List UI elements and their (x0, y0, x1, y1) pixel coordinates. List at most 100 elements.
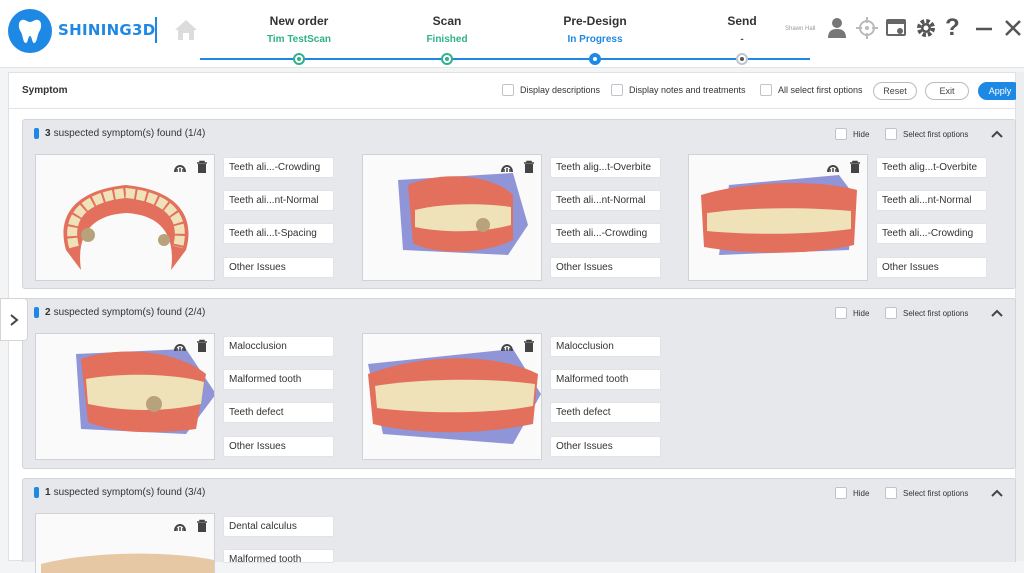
checkbox[interactable] (760, 84, 772, 96)
step-new-order[interactable]: New order Tim TestScan (229, 14, 369, 46)
checkbox[interactable] (885, 487, 897, 499)
group-label: suspected symptom(s) found (3/4) (53, 487, 206, 498)
checkbox[interactable] (835, 307, 847, 319)
step-pre-design[interactable]: Pre-Design In Progress (525, 14, 665, 46)
scan-thumbnail[interactable] (35, 154, 215, 281)
trash-icon[interactable] (195, 160, 209, 174)
scan-thumbnail[interactable] (35, 333, 215, 460)
logo-divider (155, 17, 157, 43)
symptom-tag[interactable]: Other Issues (223, 436, 334, 457)
symptom-tag[interactable]: Other Issues (550, 257, 661, 278)
symptom-tag[interactable]: Other Issues (223, 257, 334, 278)
minimize-icon[interactable] (974, 17, 994, 44)
symptom-tag[interactable]: Malocclusion (550, 336, 661, 357)
step-dot-new-order (293, 53, 305, 65)
crosshair-icon[interactable] (856, 17, 878, 44)
checkbox[interactable] (835, 487, 847, 499)
tray-icon[interactable] (173, 339, 187, 353)
screen-settings-icon[interactable] (885, 17, 907, 44)
symptom-count: 3 (45, 128, 51, 139)
select-first-option[interactable]: Select first options (885, 487, 968, 499)
hide-option[interactable]: Hide (835, 307, 869, 319)
gear-icon[interactable] (915, 17, 937, 44)
symptom-count: 1 (45, 487, 51, 498)
symptom-tag[interactable]: Teeth ali...-Crowding (550, 223, 661, 244)
symptom-tag[interactable]: Malformed tooth (550, 369, 661, 390)
dental-arch-image (63, 185, 189, 270)
trash-icon[interactable] (195, 519, 209, 533)
checkbox[interactable] (502, 84, 514, 96)
step-title: Send (727, 14, 757, 28)
symptom-tag[interactable]: Teeth alig...t-Overbite (876, 157, 987, 178)
checkbox[interactable] (885, 307, 897, 319)
symptom-tag[interactable]: Teeth defect (550, 402, 661, 423)
user-icon[interactable] (827, 17, 847, 44)
exit-button[interactable]: Exit (925, 82, 969, 100)
close-icon[interactable] (1003, 17, 1023, 44)
option-label: Hide (853, 488, 870, 498)
chevron-up-icon[interactable] (990, 485, 1004, 503)
tray-icon[interactable] (500, 160, 514, 174)
select-first-option[interactable]: Select first options (885, 128, 968, 140)
symptom-tag[interactable]: Other Issues (550, 436, 661, 457)
trash-icon[interactable] (848, 160, 862, 174)
symptom-tag[interactable]: Teeth defect (223, 402, 334, 423)
step-send[interactable]: Send - (672, 14, 812, 46)
trash-icon[interactable] (195, 339, 209, 353)
symptom-tag[interactable]: Teeth ali...nt-Normal (550, 190, 661, 211)
all-select-first-option[interactable]: All select first options (760, 84, 863, 96)
option-label: Display descriptions (520, 85, 601, 95)
chevron-up-icon[interactable] (990, 126, 1004, 144)
scrollbar[interactable] (1016, 72, 1024, 561)
symptom-tag[interactable]: Teeth ali...-Crowding (223, 157, 334, 178)
step-status: In Progress (567, 34, 623, 45)
symptom-tag[interactable]: Other Issues (876, 257, 987, 278)
group-marker (34, 487, 39, 498)
step-dot-scan (441, 53, 453, 65)
chevron-right-icon (10, 313, 19, 326)
tray-icon[interactable] (173, 519, 187, 533)
trash-icon[interactable] (522, 339, 536, 353)
display-descriptions-option[interactable]: Display descriptions (502, 84, 600, 96)
scan-thumbnail[interactable] (35, 513, 215, 573)
home-icon[interactable] (173, 18, 199, 47)
group-header: 3 suspected symptom(s) found (1/4) (34, 128, 205, 139)
step-dot-send (736, 53, 748, 65)
symptom-tag[interactable]: Malocclusion (223, 336, 334, 357)
scan-thumbnail[interactable] (362, 333, 542, 460)
symptom-tag[interactable]: Teeth ali...t-Spacing (223, 223, 334, 244)
chevron-up-icon[interactable] (990, 305, 1004, 323)
display-notes-option[interactable]: Display notes and treatments (611, 84, 746, 96)
hide-option[interactable]: Hide (835, 487, 869, 499)
checkbox[interactable] (611, 84, 623, 96)
tray-icon[interactable] (826, 160, 840, 174)
progress-track (200, 58, 810, 60)
symptom-tag[interactable]: Teeth ali...nt-Normal (876, 190, 987, 211)
group-marker (34, 128, 39, 139)
expand-panel-button[interactable] (0, 298, 28, 341)
symptom-tag[interactable]: Malformed tooth (223, 369, 334, 390)
symptom-tag[interactable]: Teeth ali...nt-Normal (223, 190, 334, 211)
symptom-tag[interactable]: Teeth alig...t-Overbite (550, 157, 661, 178)
scan-thumbnail[interactable] (688, 154, 868, 281)
option-label: All select first options (778, 85, 863, 95)
checkbox[interactable] (885, 128, 897, 140)
checkbox[interactable] (835, 128, 847, 140)
symptom-title: Symptom (22, 85, 68, 96)
tray-icon[interactable] (500, 339, 514, 353)
step-status: - (740, 34, 744, 45)
option-label: Select first options (903, 488, 969, 498)
dental-scan-image (368, 349, 541, 444)
step-scan[interactable]: Scan Finished (377, 14, 517, 46)
step-status: Finished (426, 34, 468, 45)
symptom-tag[interactable]: Teeth ali...-Crowding (876, 223, 987, 244)
hide-option[interactable]: Hide (835, 128, 869, 140)
help-icon[interactable]: ? (945, 14, 960, 41)
app-header: SHINING3D New order Tim TestScan Scan Fi… (0, 0, 1024, 68)
scan-thumbnail[interactable] (362, 154, 542, 281)
select-first-option[interactable]: Select first options (885, 307, 968, 319)
symptom-tag[interactable]: Dental calculus (223, 516, 334, 537)
reset-button[interactable]: Reset (873, 82, 917, 100)
tray-icon[interactable] (173, 160, 187, 174)
trash-icon[interactable] (522, 160, 536, 174)
